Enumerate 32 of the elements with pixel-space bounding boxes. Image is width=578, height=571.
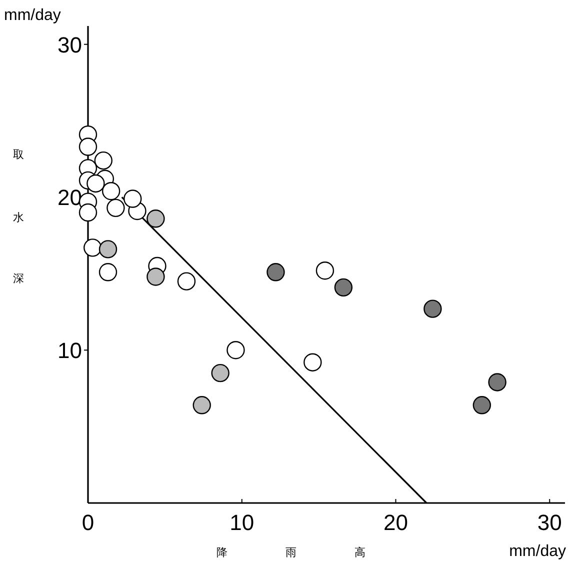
x-axis-title: 降雨高 [216, 546, 424, 559]
point [106, 198, 125, 218]
point [211, 364, 230, 382]
x-tick-label: 10 [230, 510, 254, 535]
point [316, 262, 334, 280]
point [84, 238, 102, 257]
point [226, 341, 245, 360]
point [124, 190, 142, 208]
x-tick-label: 30 [537, 510, 562, 535]
x-tick-label: 20 [384, 510, 408, 535]
point [98, 263, 118, 282]
point [78, 138, 98, 156]
point [304, 353, 322, 372]
point [472, 396, 492, 414]
y-tick-label: 30 [58, 32, 82, 58]
point [94, 151, 112, 170]
text: mm/day [509, 543, 566, 560]
y-axis-title: 取水深 [12, 140, 25, 326]
point [177, 272, 196, 290]
point [424, 300, 442, 318]
x-tick-label: 0 [82, 510, 94, 535]
point [102, 182, 120, 200]
point [192, 396, 211, 414]
point [266, 263, 285, 282]
point [488, 373, 506, 392]
point [86, 174, 105, 193]
point [334, 278, 353, 297]
y-tick-label: 10 [58, 338, 82, 364]
point [146, 210, 165, 228]
text: mm/day [4, 7, 61, 24]
point [146, 268, 165, 286]
point [98, 240, 118, 258]
